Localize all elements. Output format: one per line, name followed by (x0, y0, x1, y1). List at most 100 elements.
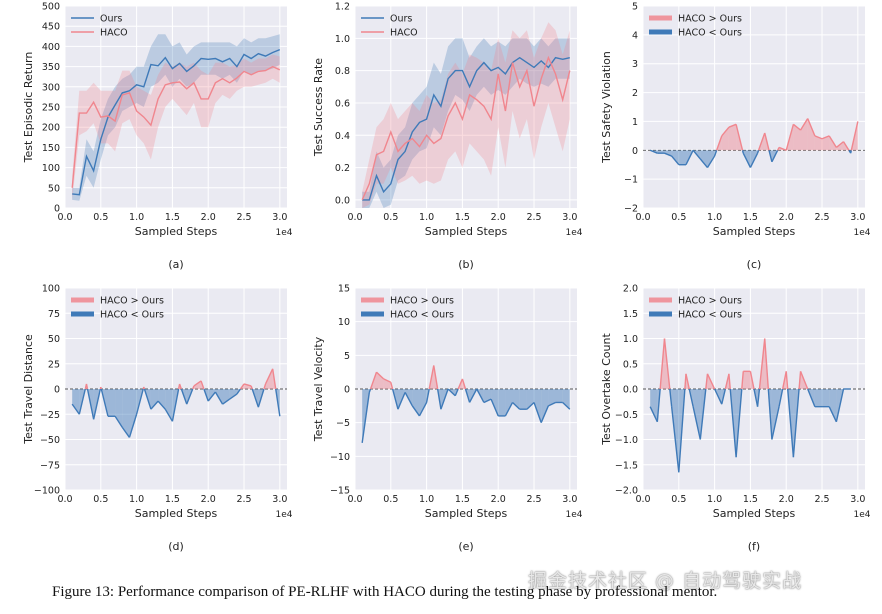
difference-line-segment (649, 149, 658, 154)
x-tick-label: 0.5 (671, 494, 686, 505)
y-tick-label: 5 (344, 351, 350, 362)
difference-line-segment (562, 401, 571, 410)
panel-label: (d) (168, 540, 184, 553)
difference-line-segment (768, 150, 773, 162)
x-tick-label: 0.5 (383, 494, 398, 505)
y-axis-label: Test Travel Velocity (312, 336, 325, 442)
legend-label: HACO > Ours (390, 296, 454, 307)
legend-swatch (71, 297, 94, 303)
difference-line-segment (771, 406, 780, 440)
difference-line-segment (756, 150, 760, 154)
y-axis-label: Test Safety Violation (600, 51, 613, 164)
x-tick-label: 2.0 (491, 212, 506, 223)
difference-line-segment (236, 388, 242, 395)
y-axis-label: Test Overtake Count (600, 333, 613, 446)
axis-offset-text: 1e4 (854, 228, 871, 238)
legend: HACO > Ours HACO < Ours (71, 296, 164, 321)
difference-line-segment (143, 386, 146, 390)
difference-line-segment (540, 405, 549, 423)
difference-line-segment (659, 338, 666, 390)
y-tick-label: 0.0 (623, 385, 638, 396)
difference-line-segment (428, 365, 435, 390)
difference-line-segment (171, 388, 180, 422)
area-haco-greater (814, 135, 822, 151)
difference-line-segment (792, 388, 800, 458)
plot-area (361, 22, 571, 208)
axis-offset-text: 1e4 (566, 228, 583, 238)
y-tick-label: 1.0 (623, 334, 638, 345)
x-tick-label: 1.5 (165, 212, 180, 223)
difference-line-segment (721, 126, 730, 137)
series-line-ours (72, 48, 281, 196)
difference-line-segment (78, 388, 86, 415)
x-tick-label: 2.0 (201, 212, 216, 223)
legend-swatch (361, 297, 384, 303)
legend-label: Ours (100, 14, 122, 25)
area-haco-less (72, 389, 80, 415)
difference-line-segment (425, 388, 430, 403)
x-tick-label: 3.0 (850, 212, 865, 223)
y-tick-label: 250 (42, 103, 60, 114)
difference-line-segment (483, 398, 492, 404)
legend-label: HACO (390, 28, 418, 39)
plot-area (65, 368, 287, 438)
series-line-haco (71, 65, 281, 188)
difference-line-segment (86, 388, 95, 420)
y-tick-label: 0 (632, 146, 638, 157)
legend: HACO > Ours HACO < Ours (361, 296, 454, 321)
y-tick-label: 50 (48, 183, 60, 194)
area-haco-less (555, 389, 563, 403)
x-tick-label: 0.5 (93, 494, 108, 505)
x-axis-label: Sampled Steps (135, 507, 218, 520)
difference-line-segment (121, 426, 131, 438)
difference-line-segment (713, 388, 723, 405)
difference-line-segment (663, 338, 671, 390)
x-tick-label: 1.0 (707, 494, 722, 505)
x-tick-label: 2.5 (526, 212, 541, 223)
panel-e: 0.0 0.5 1.0 1.5 2.0 2.5 3.0 −15 −10 −5 0 5 10 15 1e4 Sa… (312, 284, 583, 554)
area-haco-greater (728, 124, 737, 151)
difference-line-segment (649, 406, 658, 423)
difference-line-segment (749, 152, 759, 168)
x-axis-label: Sampled Steps (713, 225, 796, 238)
difference-line-segment (728, 123, 737, 128)
difference-line-segment (397, 392, 406, 410)
y-axis-label: Test Success Rate (312, 58, 325, 157)
y-tick-label: −75 (40, 460, 60, 471)
difference-line-segment (114, 415, 123, 428)
area-haco-less (229, 389, 237, 400)
confidence-band-haco (72, 54, 280, 200)
legend-label: HACO < Ours (678, 28, 742, 39)
legend: HACO > Ours HACO < Ours (649, 296, 742, 321)
difference-line-segment (468, 388, 478, 403)
x-tick-label: 0.0 (347, 494, 362, 505)
difference-line-segment (699, 388, 707, 440)
difference-line-segment (526, 401, 535, 410)
y-tick-label: 0 (54, 204, 60, 215)
legend-swatch (361, 311, 384, 317)
x-tick-label: 2.0 (201, 494, 216, 505)
y-tick-label: 1 (632, 117, 638, 128)
difference-line-segment (821, 135, 830, 140)
difference-line-segment (207, 391, 216, 402)
legend-label: HACO < Ours (678, 310, 742, 321)
x-tick-label: 2.0 (779, 212, 794, 223)
difference-line-segment (71, 403, 80, 415)
area-haco-less (650, 389, 658, 422)
difference-line-segment (192, 385, 195, 390)
legend-label: HACO > Ours (678, 14, 742, 25)
difference-line-segment (271, 368, 277, 390)
difference-line-segment (664, 152, 672, 157)
area-haco-greater (793, 124, 801, 151)
area-haco-less (498, 389, 506, 416)
x-tick-label: 2.5 (236, 212, 251, 223)
y-tick-label: 5 (632, 2, 638, 13)
difference-line-segment (849, 150, 853, 154)
y-tick-label: 1.0 (335, 34, 350, 45)
y-tick-label: 1.5 (623, 309, 638, 320)
difference-line-segment (735, 388, 743, 458)
difference-line-segment (807, 388, 816, 407)
y-tick-label: 0.0 (335, 195, 350, 206)
y-tick-label: −1.5 (615, 460, 638, 471)
area-haco-greater (721, 127, 729, 151)
